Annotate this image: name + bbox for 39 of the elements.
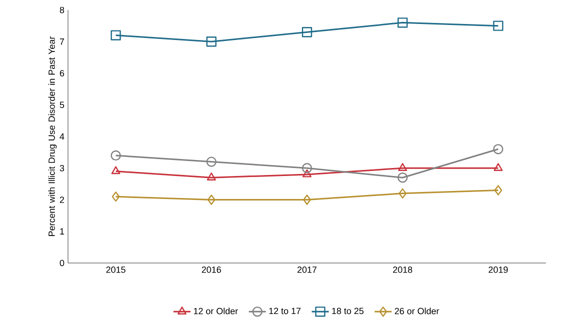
point bbox=[302, 169, 312, 178]
point bbox=[494, 185, 502, 196]
point bbox=[110, 150, 121, 161]
point bbox=[303, 194, 311, 205]
point bbox=[398, 172, 408, 183]
y-tick-label: 1 bbox=[60, 228, 64, 234]
y-tick-label: 6 bbox=[60, 70, 64, 76]
point bbox=[302, 163, 312, 174]
legend-label: 12 to 17 bbox=[269, 308, 301, 314]
legend-label: 26 or Older bbox=[394, 308, 440, 314]
point bbox=[207, 194, 216, 205]
point bbox=[206, 172, 216, 180]
y-tick-label: 3 bbox=[60, 164, 64, 172]
point bbox=[398, 163, 408, 171]
x-tick-label: 2017 bbox=[297, 266, 317, 273]
point bbox=[398, 18, 408, 28]
point bbox=[110, 30, 121, 40]
legend-label: 18 to 25 bbox=[332, 308, 364, 314]
x-tick-label: 2019 bbox=[488, 266, 508, 273]
point bbox=[302, 27, 312, 38]
y-tick-label: 0 bbox=[60, 260, 64, 266]
point bbox=[494, 163, 503, 171]
point bbox=[206, 36, 216, 47]
point bbox=[206, 156, 216, 167]
point bbox=[493, 20, 504, 31]
x-tick-label: 2018 bbox=[393, 266, 412, 273]
point bbox=[111, 166, 120, 174]
point bbox=[493, 144, 504, 154]
x-tick-label: 2016 bbox=[202, 266, 221, 273]
y-tick-label: 4 bbox=[60, 133, 64, 140]
y-tick-label: 8 bbox=[60, 6, 64, 14]
point bbox=[112, 192, 120, 202]
y-axis-title: Percent with Illicit Drug Use Disorder in Past Year bbox=[48, 36, 57, 236]
legend-label: 12 or Older bbox=[194, 308, 238, 314]
y-tick-label: 5 bbox=[60, 102, 64, 108]
x-tick-label: 2015 bbox=[106, 266, 126, 273]
y-tick-label: 7 bbox=[60, 38, 64, 45]
y-tick-label: 2 bbox=[60, 196, 64, 203]
point bbox=[398, 188, 407, 199]
